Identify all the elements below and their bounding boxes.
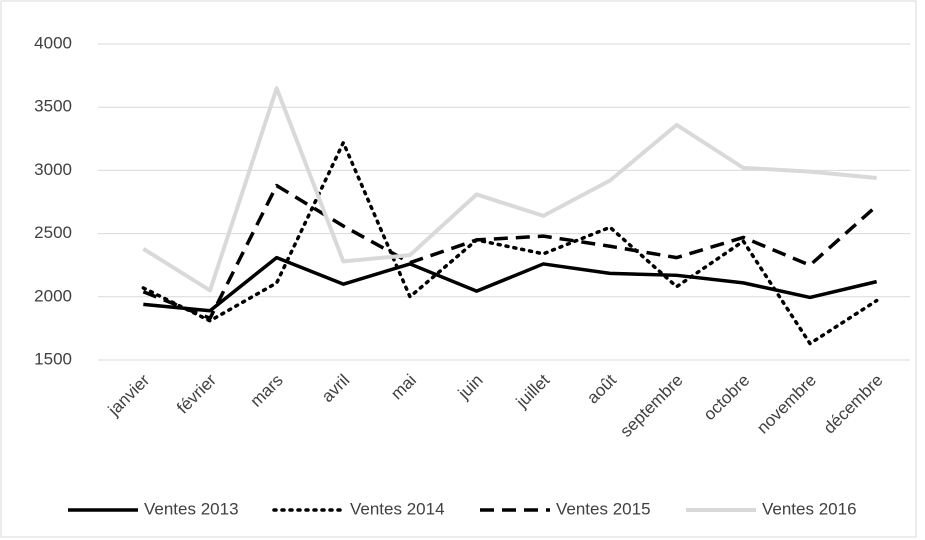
series-line (142, 183, 878, 321)
legend-label: Ventes 2013 (144, 499, 239, 518)
series-line (142, 86, 877, 293)
y-tick-label: 2000 (34, 286, 72, 305)
series-line (141, 140, 879, 346)
y-tick-label: 3500 (34, 97, 72, 116)
y-tick-label: 1500 (34, 349, 72, 368)
y-tick-label: 2500 (34, 223, 72, 242)
y-tick-label: 3000 (34, 160, 72, 179)
legend-label: Ventes 2014 (350, 499, 445, 518)
series-line (143, 255, 878, 313)
legend-label: Ventes 2015 (556, 499, 651, 518)
y-tick-label: 4000 (34, 33, 72, 52)
legend-label: Ventes 2016 (762, 499, 857, 518)
